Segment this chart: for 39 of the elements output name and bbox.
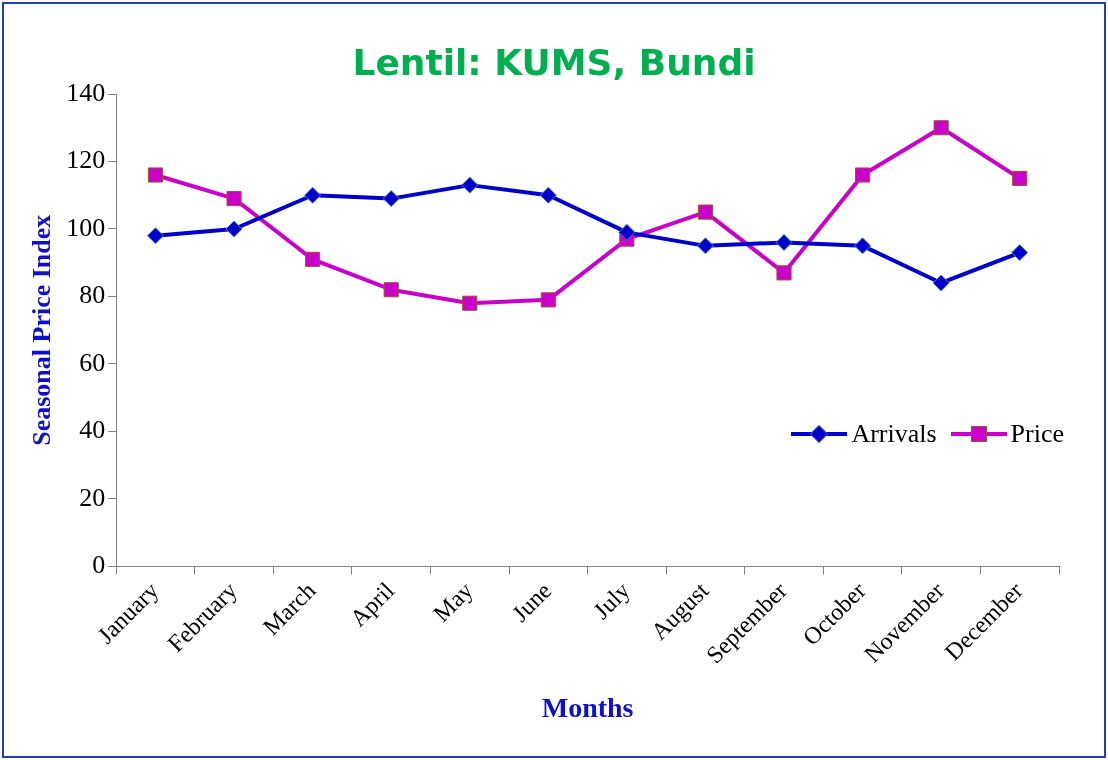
chart-title: Lentil: KUMS, Bundi	[352, 42, 756, 83]
point	[539, 186, 557, 204]
point	[618, 223, 636, 241]
point	[225, 220, 243, 238]
point	[1011, 244, 1029, 262]
y-tick-label: 140	[66, 77, 106, 107]
x-axis-title: Months	[541, 692, 634, 724]
point	[775, 233, 793, 251]
y-tick-label: 0	[92, 550, 106, 580]
legend-label: Price	[1010, 419, 1064, 449]
point	[932, 274, 950, 292]
x-tick-label: July	[588, 577, 635, 624]
point	[462, 295, 478, 311]
point	[305, 251, 321, 267]
y-tick-label: 60	[79, 347, 106, 377]
point	[147, 167, 164, 183]
y-tick-label: 100	[66, 212, 106, 242]
point	[461, 176, 479, 194]
y-tick-label: 120	[66, 145, 106, 175]
point	[540, 292, 556, 308]
point	[146, 227, 164, 245]
x-tick-label: June	[506, 577, 557, 627]
point	[383, 282, 399, 298]
y-axis-title: Seasonal Price Index	[27, 214, 57, 446]
y-tick-label: 40	[79, 415, 106, 445]
y-tick-label: 80	[79, 280, 106, 310]
point	[855, 167, 871, 183]
point	[1012, 170, 1028, 186]
point	[697, 204, 714, 220]
point	[304, 186, 322, 204]
point	[226, 191, 242, 207]
legend-label: Arrivals	[851, 419, 937, 449]
point	[776, 265, 792, 281]
x-tick-label: May	[428, 577, 478, 627]
point	[382, 190, 400, 208]
point	[854, 237, 872, 255]
point	[933, 120, 949, 136]
point	[696, 237, 714, 255]
y-tick-label: 20	[79, 482, 106, 512]
